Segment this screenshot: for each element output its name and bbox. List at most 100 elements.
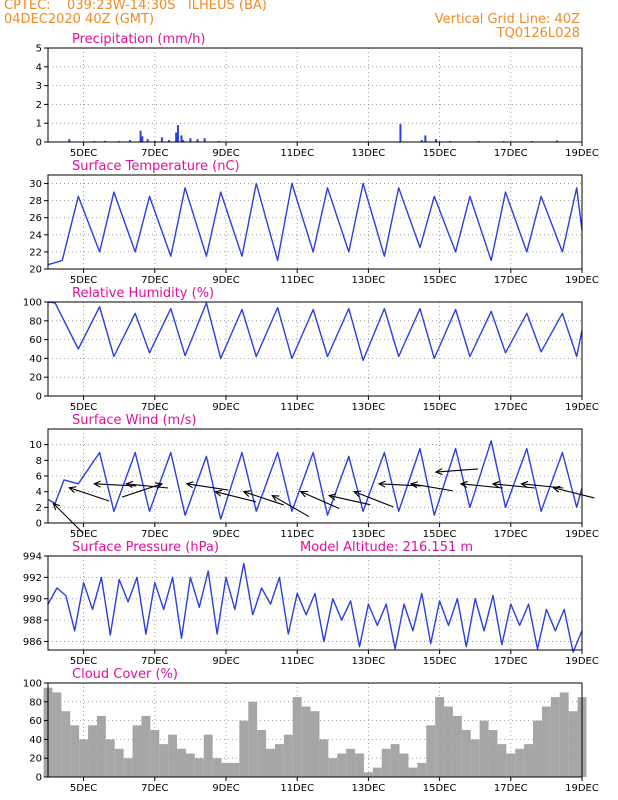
cloud-bar — [328, 758, 338, 777]
x-tick-label: 5DEC — [70, 148, 97, 159]
cloud-bar — [452, 715, 462, 777]
y-tick-label: 26 — [29, 213, 42, 224]
cloud-bar — [470, 739, 480, 777]
cloud-bar — [88, 725, 97, 777]
x-tick-label: 7DEC — [141, 148, 168, 159]
x-tick-label: 15DEC — [423, 402, 457, 413]
precip-bar — [168, 140, 171, 142]
precip-bar — [68, 139, 71, 142]
x-tick-label: 11DEC — [280, 529, 314, 540]
precip-bar — [182, 140, 185, 142]
x-tick-label: 11DEC — [280, 148, 314, 159]
wind-vector-shaft — [553, 487, 595, 499]
x-tick-label: 9DEC — [212, 148, 239, 159]
y-tick-label: 100 — [23, 679, 42, 690]
x-tick-label: 9DEC — [212, 656, 239, 667]
precip-bar — [435, 139, 438, 142]
wind-vector-shaft — [186, 483, 229, 491]
x-tick-label: 17DEC — [494, 275, 528, 286]
y-tick-label: 4 — [36, 62, 42, 73]
y-tick-label: 0 — [36, 773, 42, 784]
precip-panel-title: Precipitation (mm/h) — [72, 32, 205, 47]
cloud-bar — [266, 748, 275, 777]
temp-series-line — [47, 182, 583, 266]
precip-bar — [399, 124, 402, 142]
x-tick-label: 9DEC — [212, 402, 239, 413]
x-tick-label: 19DEC — [565, 148, 599, 159]
wind-vector-head — [154, 482, 164, 490]
x-tick-label: 9DEC — [212, 275, 239, 286]
panel-rh: 0 20 40 60 80 100 5DEC 7DEC 9DEC 11DEC 13DEC 15DEC 1… — [23, 286, 599, 413]
wind-vector-shaft — [435, 468, 478, 473]
rh-series-line — [47, 301, 583, 361]
wind-panel-title: Surface Wind (m/s) — [72, 413, 196, 428]
x-tick-label: 7DEC — [141, 402, 168, 413]
x-tick-label: 7DEC — [141, 529, 168, 540]
wind-vector-arrow — [459, 480, 503, 489]
precip-bar — [196, 139, 199, 142]
cloud-bar — [52, 692, 62, 777]
wind-vector-shaft — [69, 487, 110, 502]
y-tick-label: 988 — [23, 616, 42, 627]
cloud-bar — [203, 734, 213, 777]
wind-vector-shaft — [329, 495, 371, 506]
cloud-bar — [559, 692, 569, 777]
wind-vector-head — [352, 490, 362, 498]
y-tick-label: 30 — [29, 179, 42, 190]
wind-vector-shaft — [272, 495, 310, 517]
cloud-bar — [506, 753, 516, 777]
cloud-bar — [185, 753, 195, 777]
y-tick-label: 2 — [36, 503, 42, 514]
x-tick-label: 5DEC — [70, 529, 97, 540]
cloud-bar — [533, 720, 542, 777]
precip-bar — [556, 140, 559, 142]
cloud-bar — [221, 762, 231, 777]
y-tick-label: 8 — [36, 456, 42, 467]
cloud-bar — [132, 725, 142, 777]
x-tick-label: 15DEC — [423, 656, 457, 667]
x-tick-label: 19DEC — [565, 275, 599, 286]
header-grid-line-note: Vertical Grid Line: 40Z — [434, 12, 580, 27]
x-tick-label: 5DEC — [70, 783, 97, 794]
y-tick-label: 80 — [29, 697, 42, 708]
header-location: CPTEC: 039:23W-14:30S ILHEUS (BA) — [4, 0, 267, 13]
cloud-bar — [417, 762, 427, 777]
x-tick-label: 13DEC — [352, 402, 386, 413]
temp-panel-title: Surface Temperature (nC) — [72, 159, 240, 174]
x-tick-label: 19DEC — [565, 656, 599, 667]
y-tick-label: 994 — [23, 552, 42, 563]
x-tick-label: 15DEC — [423, 529, 457, 540]
wind-vector-arrow — [242, 490, 284, 506]
wind-vector-head — [185, 481, 194, 489]
header-model-code: TQ0126L028 — [496, 26, 580, 41]
cloud-bar — [444, 706, 453, 777]
x-tick-label: 19DEC — [565, 529, 599, 540]
wind-vector-arrow — [552, 485, 595, 499]
cloud-bar — [177, 748, 186, 777]
wind-vector-shaft — [353, 491, 394, 508]
header-datetime: 04DEC2020 40Z (GMT) — [4, 12, 155, 27]
y-tick-label: 60 — [29, 335, 42, 346]
wind-vector-arrow — [185, 481, 229, 491]
x-tick-label: 5DEC — [70, 656, 97, 667]
wind-vector-arrow — [68, 486, 110, 502]
wind-vector-shaft — [460, 483, 503, 489]
wind-vector-head — [520, 480, 529, 488]
wind-vector-shaft — [300, 491, 340, 510]
x-tick-label: 9DEC — [212, 783, 239, 794]
x-tick-label: 17DEC — [494, 783, 528, 794]
cloud-bar — [399, 753, 409, 777]
wind-vector-shaft — [411, 483, 453, 492]
cloud-bar — [230, 762, 240, 777]
panel-frame — [47, 682, 583, 778]
precip-bar — [160, 137, 163, 142]
cloud-bar — [426, 725, 436, 777]
cloud-bar — [105, 739, 115, 777]
panel-wind: 0 2 4 6 8 10 5DEC 7DEC 9DEC 11DEC 13DEC 15DEC 17DEC 1… — [29, 413, 599, 540]
cloud-bar — [123, 758, 133, 777]
precip-bar — [176, 125, 179, 142]
y-tick-label: 0 — [36, 138, 42, 149]
y-tick-label: 60 — [29, 716, 42, 727]
wind-vector-head — [491, 480, 500, 488]
wind-vector-head — [552, 485, 561, 493]
